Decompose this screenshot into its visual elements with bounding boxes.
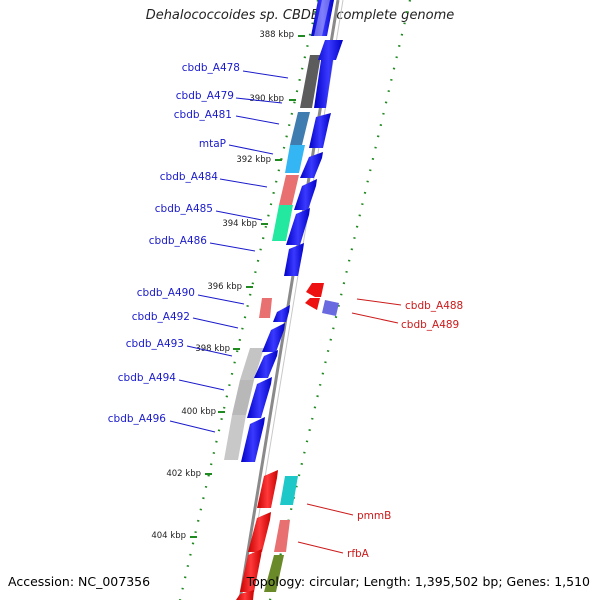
arrow-A485 [286,208,310,245]
block-pink [259,298,272,318]
guide-strip [314,0,330,36]
arrow-A481 [309,113,331,148]
block-dark-gray [300,55,321,108]
gene-label-A485[interactable]: cbdb_A485 [155,203,213,215]
gene-label-A486[interactable]: cbdb_A486 [149,235,208,247]
tick-402: 402 kbp [166,469,212,479]
gene-label-rfbA[interactable]: rfbA [347,548,370,560]
arrow-A494 [247,377,272,418]
gene-label-A496[interactable]: cbdb_A496 [108,413,167,425]
gene-label-A493[interactable]: cbdb_A493 [126,338,184,350]
block-cyan [280,476,298,505]
gene-label-mtaP[interactable]: mtaP [199,138,226,150]
gene-arrows-strand-a [241,0,343,462]
tick-label-396: 396 kbp [207,282,242,292]
tick-label-394: 394 kbp [222,219,257,229]
gene-label-A492[interactable]: cbdb_A492 [132,311,190,323]
feature-track-left [224,55,321,460]
arrow-A496 [241,417,265,462]
tick-400: 400 kbp [181,407,225,417]
tick-404: 404 kbp [151,531,197,541]
block-light-gray-2 [232,380,254,415]
tick-label-390: 390 kbp [249,94,284,104]
gene-labels-right: cbdb_A488 cbdb_A489 pmmB rfbA [347,300,463,560]
block-light-gray-1 [240,348,264,380]
gene-label-A490[interactable]: cbdb_A490 [137,287,195,299]
block-teal [272,205,293,241]
gene-label-A494[interactable]: cbdb_A494 [118,372,177,384]
gene-label-A481[interactable]: cbdb_A481 [174,109,232,121]
gene-label-A479[interactable]: cbdb_A479 [176,90,234,102]
genome-stats-text: Topology: circular; Length: 1,395,502 bp… [246,574,590,589]
gene-arrows-strand-c [236,470,278,600]
block-light-gray-3 [224,415,246,460]
tick-label-398: 398 kbp [195,344,230,354]
arrow-A492 [262,323,285,352]
tick-390: 390 kbp [249,94,296,104]
arrow-A484 [294,179,317,210]
gene-label-pmmB[interactable]: pmmB [357,510,391,522]
arrow-A486 [284,243,304,276]
tick-394: 394 kbp [222,219,268,229]
arrow-A490 [273,305,290,322]
tick-396: 396 kbp [207,282,253,292]
gene-label-A488[interactable]: cbdb_A488 [405,300,463,312]
leader-lines-right [297,298,402,554]
accession-text: Accession: NC_007356 [8,574,151,589]
block-olive [264,555,284,592]
gene-label-A489[interactable]: cbdb_A489 [401,319,459,331]
block-steel-blue [290,112,310,145]
gene-labels-left: cbdb_A478 cbdb_A479 cbdb_A481 mtaP cbdb_… [108,62,240,425]
block-sky-blue [285,145,305,173]
block-salmon [279,175,299,205]
gene-label-A484[interactable]: cbdb_A484 [160,171,219,183]
arrow-A493 [254,350,278,378]
tick-label-402: 402 kbp [166,469,201,479]
tick-388: 388 kbp [259,30,305,40]
arrow-red-3 [240,549,262,592]
tick-label-392: 392 kbp [236,155,271,165]
arrow-red-1 [257,470,278,508]
map-title: Dehalococcoides sp. CBDB1, complete geno… [145,8,455,23]
gene-label-A478[interactable]: cbdb_A478 [182,62,240,74]
tick-392: 392 kbp [236,155,282,165]
leader-lines-left [169,70,289,433]
gene-arrows-strand-b [264,283,339,592]
tick-label-388: 388 kbp [259,30,294,40]
tick-398: 398 kbp [195,344,240,354]
arrow-A488-b [305,298,320,310]
arrow-A489 [322,300,339,316]
arrow-A488 [306,283,324,297]
arrow-red-2 [248,512,271,552]
arrow-A478 [314,40,343,108]
arrow-mtaP [300,152,323,178]
tick-label-404: 404 kbp [151,531,186,541]
tick-label-400: 400 kbp [181,407,216,417]
arrow-A478-1 [311,0,334,36]
block-salmon-2 [274,520,290,552]
arrow-red-4 [236,590,254,600]
